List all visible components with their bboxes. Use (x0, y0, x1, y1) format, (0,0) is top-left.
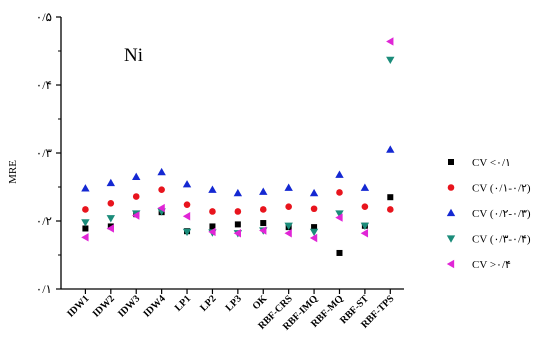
data-point (386, 56, 395, 65)
legend-marker (446, 259, 455, 269)
data-point (106, 178, 116, 187)
data-point (336, 189, 343, 196)
x-tick-label: IDW4 (141, 293, 167, 319)
data-point (182, 180, 192, 188)
data-point (284, 229, 292, 238)
data-point (233, 188, 243, 197)
x-tick-label: LP3 (224, 293, 244, 313)
y-axis-ticks: ۰/۱ ۰/۲ ۰/۳ ۰/۴ ۰/۵ (36, 10, 61, 296)
data-point (208, 227, 216, 237)
data-point (360, 229, 369, 238)
legend-marker (447, 184, 455, 191)
data-point (309, 188, 319, 197)
data-point (234, 208, 242, 215)
series-5 (81, 37, 394, 243)
data-point (259, 187, 268, 195)
legend-label: CV (۰/۲-۰/۳) (472, 208, 531, 220)
data-point (387, 194, 394, 201)
legend-label: CV <۰/۱ (472, 157, 511, 169)
y-tick-label: ۰/۱ (36, 282, 52, 296)
chart-title: Ni (124, 45, 143, 66)
data-point (233, 229, 242, 238)
data-point (82, 206, 89, 213)
data-point (81, 233, 89, 242)
data-point (335, 213, 343, 222)
data-point (335, 210, 344, 218)
data-point (309, 233, 318, 243)
data-point (132, 193, 140, 200)
data-point (284, 222, 293, 230)
data-point (106, 224, 114, 233)
data-point (310, 205, 318, 213)
data-point (82, 225, 89, 232)
x-tick-label: LP2 (198, 293, 218, 313)
series-2 (82, 186, 394, 215)
data-point (311, 224, 318, 231)
data-point (259, 226, 267, 235)
data-point (360, 222, 370, 230)
y-tick-label: ۰/۲ (36, 214, 52, 228)
data-point (284, 183, 293, 191)
data-points (81, 37, 395, 256)
data-point (361, 203, 369, 211)
legend-marker (446, 208, 456, 217)
x-tick-label: OK (251, 293, 270, 312)
x-axis-ticks: IDW1 IDW2 IDW3 IDW4 LP1 LP2 LP3 OKRBF-CRSRBF-IM… (65, 289, 397, 333)
data-point (182, 212, 191, 221)
series-1 (82, 194, 394, 256)
data-point (209, 208, 216, 215)
data-point (386, 37, 394, 46)
axes (60, 17, 404, 290)
data-point (259, 206, 267, 213)
series-3 (81, 145, 395, 197)
data-point (81, 184, 90, 192)
data-point (106, 215, 116, 223)
data-point (285, 203, 292, 211)
x-tick-label: IDW3 (116, 293, 142, 319)
data-point (182, 228, 192, 237)
data-point (132, 172, 141, 180)
data-point (386, 145, 395, 153)
y-tick-label: ۰/۳ (36, 146, 53, 160)
data-point (386, 206, 394, 213)
x-tick-label: LP1 (173, 293, 193, 313)
x-tick-label: IDW2 (91, 293, 117, 319)
legend-marker (446, 235, 456, 243)
data-point (209, 223, 216, 230)
data-point (157, 167, 166, 176)
legend-label: CV (۰/۳-۰/۴) (472, 234, 531, 246)
data-point (260, 220, 267, 227)
legend-label: CV >۰/۴ (472, 259, 511, 271)
data-point (132, 211, 140, 220)
series-4 (81, 56, 395, 238)
data-point (81, 219, 90, 227)
data-point (335, 170, 344, 178)
data-point (158, 186, 165, 194)
data-point (183, 201, 191, 208)
data-point (107, 200, 115, 207)
data-point (157, 203, 165, 213)
data-point (336, 249, 343, 256)
y-axis-label: MRE (7, 160, 19, 184)
legend-marker (448, 159, 454, 165)
y-tick-label: ۰/۵ (36, 10, 52, 24)
x-tick-label: IDW1 (65, 293, 91, 319)
data-point (309, 228, 319, 237)
legend: CV <۰/۱ CV (۰/۱-۰/۲) CV (۰/۲-۰/۳) CV (۰/۳-۰… (446, 157, 531, 271)
legend-label: CV (۰/۱-۰/۲) (472, 183, 531, 195)
data-point (360, 183, 370, 191)
y-tick-label: ۰/۴ (36, 78, 52, 92)
data-point (234, 221, 241, 228)
data-point (208, 185, 217, 193)
